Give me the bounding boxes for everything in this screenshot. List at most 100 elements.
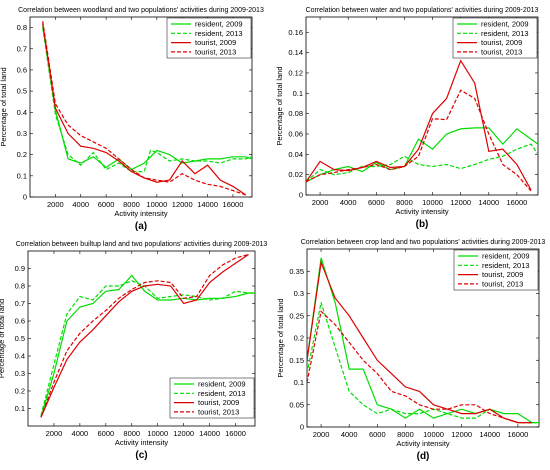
x-tick-label: 10000 — [146, 200, 167, 209]
y-tick-label: 0.4 — [17, 108, 27, 117]
series-line-2 — [42, 27, 252, 173]
series-line-4 — [306, 89, 532, 192]
y-tick-label: 0.6 — [15, 317, 25, 326]
x-tick-label: 6000 — [368, 198, 385, 207]
legend-label: tourist, 2009 — [482, 270, 523, 279]
x-tick-label: 2000 — [47, 200, 64, 209]
y-tick-label: 0.12 — [288, 68, 303, 77]
legend-label: resident, 2013 — [195, 29, 243, 38]
series-line-1 — [307, 257, 539, 424]
series-line-1 — [42, 25, 252, 171]
y-tick-label: 0.5 — [17, 87, 27, 96]
y-tick-label: 0.06 — [288, 129, 303, 138]
chart-panel-3: Correlation between builtup land and two… — [0, 241, 267, 461]
legend-label: resident, 2009 — [481, 20, 529, 29]
x-tick-label: 16000 — [225, 429, 246, 438]
y-axis-label: Percentage of total land — [275, 66, 284, 145]
series-group — [40, 253, 255, 418]
y-tick-label: 0.04 — [288, 150, 303, 159]
y-tick-label: 0.4 — [15, 352, 25, 361]
legend-label: tourist, 2013 — [198, 407, 239, 416]
chart-panel-4: Correlation between crop land and two po… — [276, 239, 545, 462]
y-axis-label: Percentage of total land — [276, 298, 285, 377]
series-line-4 — [42, 21, 246, 196]
panel-label: (d) — [417, 451, 430, 462]
series-line-4 — [40, 253, 249, 418]
legend-label: resident, 2013 — [481, 29, 529, 38]
legend-label: tourist, 2013 — [481, 47, 522, 56]
y-tick-label: 0.8 — [17, 23, 27, 32]
y-tick-label: 0.7 — [15, 299, 25, 308]
legend-label: resident, 2009 — [482, 252, 530, 261]
x-axis-label: Activity intensity — [115, 438, 169, 447]
x-tick-label: 4000 — [341, 430, 358, 439]
panel-label: (c) — [135, 450, 147, 461]
x-tick-label: 10000 — [423, 430, 444, 439]
y-tick-label: 0.08 — [288, 109, 303, 118]
chart-title: Correlation between water and two popula… — [306, 7, 539, 14]
chart-panel-2: Correlation between water and two popula… — [275, 7, 539, 230]
legend-label: tourist, 2013 — [482, 279, 523, 288]
x-tick-label: 2000 — [313, 430, 330, 439]
x-tick-label: 16000 — [223, 200, 244, 209]
y-tick-label: 0.25 — [289, 311, 304, 320]
y-tick-label: 0.16 — [288, 28, 303, 37]
y-tick-label: 0.3 — [15, 369, 25, 378]
chart-title: Correlation between woodland and two pop… — [18, 7, 264, 14]
y-tick-label: 0.14 — [288, 48, 303, 57]
x-tick-label: 14000 — [199, 429, 220, 438]
y-tick-label: 0.35 — [289, 267, 304, 276]
x-tick-label: 10000 — [147, 429, 168, 438]
x-tick-label: 12000 — [173, 429, 194, 438]
x-axis-label: Activity intensity — [395, 207, 449, 216]
y-tick-label: 0.1 — [15, 404, 25, 413]
x-tick-label: 14000 — [479, 430, 500, 439]
y-axis-label: Percentage of total land — [0, 67, 8, 146]
x-tick-label: 8000 — [397, 430, 414, 439]
x-tick-label: 8000 — [123, 200, 140, 209]
series-group — [42, 21, 252, 196]
x-tick-label: 6000 — [98, 200, 115, 209]
y-tick-label: 0.6 — [17, 65, 27, 74]
y-axis-label: Percentage of total land — [0, 299, 6, 378]
y-tick-label: 0.05 — [289, 400, 304, 409]
series-group — [307, 257, 539, 424]
y-tick-label: 0 — [299, 191, 303, 200]
y-tick-label: 0.3 — [294, 289, 304, 298]
chart-panel-1: Correlation between woodland and two pop… — [0, 7, 264, 232]
x-tick-label: 8000 — [123, 429, 140, 438]
x-axis-label: Activity intensity — [114, 209, 168, 218]
x-tick-label: 2000 — [46, 429, 63, 438]
panel-label: (a) — [135, 221, 147, 232]
series-line-1 — [40, 274, 255, 418]
y-tick-label: 0 — [300, 423, 304, 432]
legend-label: resident, 2013 — [198, 389, 246, 398]
y-tick-label: 0.9 — [15, 264, 25, 273]
series-line-2 — [40, 280, 255, 416]
x-tick-label: 2000 — [312, 198, 329, 207]
y-tick-label: 0.7 — [17, 44, 27, 53]
legend-label: tourist, 2009 — [481, 38, 522, 47]
x-tick-label: 4000 — [72, 200, 89, 209]
y-tick-label: 0.3 — [17, 129, 27, 138]
chart-title: Correlation between builtup land and two… — [16, 241, 268, 248]
y-tick-label: 0.8 — [15, 282, 25, 291]
x-tick-label: 8000 — [396, 198, 413, 207]
y-tick-label: 0.2 — [17, 150, 27, 159]
x-tick-label: 16000 — [507, 430, 528, 439]
x-tick-label: 6000 — [97, 429, 114, 438]
legend-label: resident, 2009 — [198, 380, 246, 389]
x-tick-label: 14000 — [478, 198, 499, 207]
y-tick-label: 0 — [23, 193, 27, 202]
panel-label: (b) — [416, 219, 429, 230]
y-tick-label: 0.1 — [17, 171, 27, 180]
legend-label: tourist, 2009 — [195, 38, 236, 47]
x-tick-label: 12000 — [450, 198, 471, 207]
series-group — [306, 59, 538, 192]
legend-label: tourist, 2009 — [198, 398, 239, 407]
